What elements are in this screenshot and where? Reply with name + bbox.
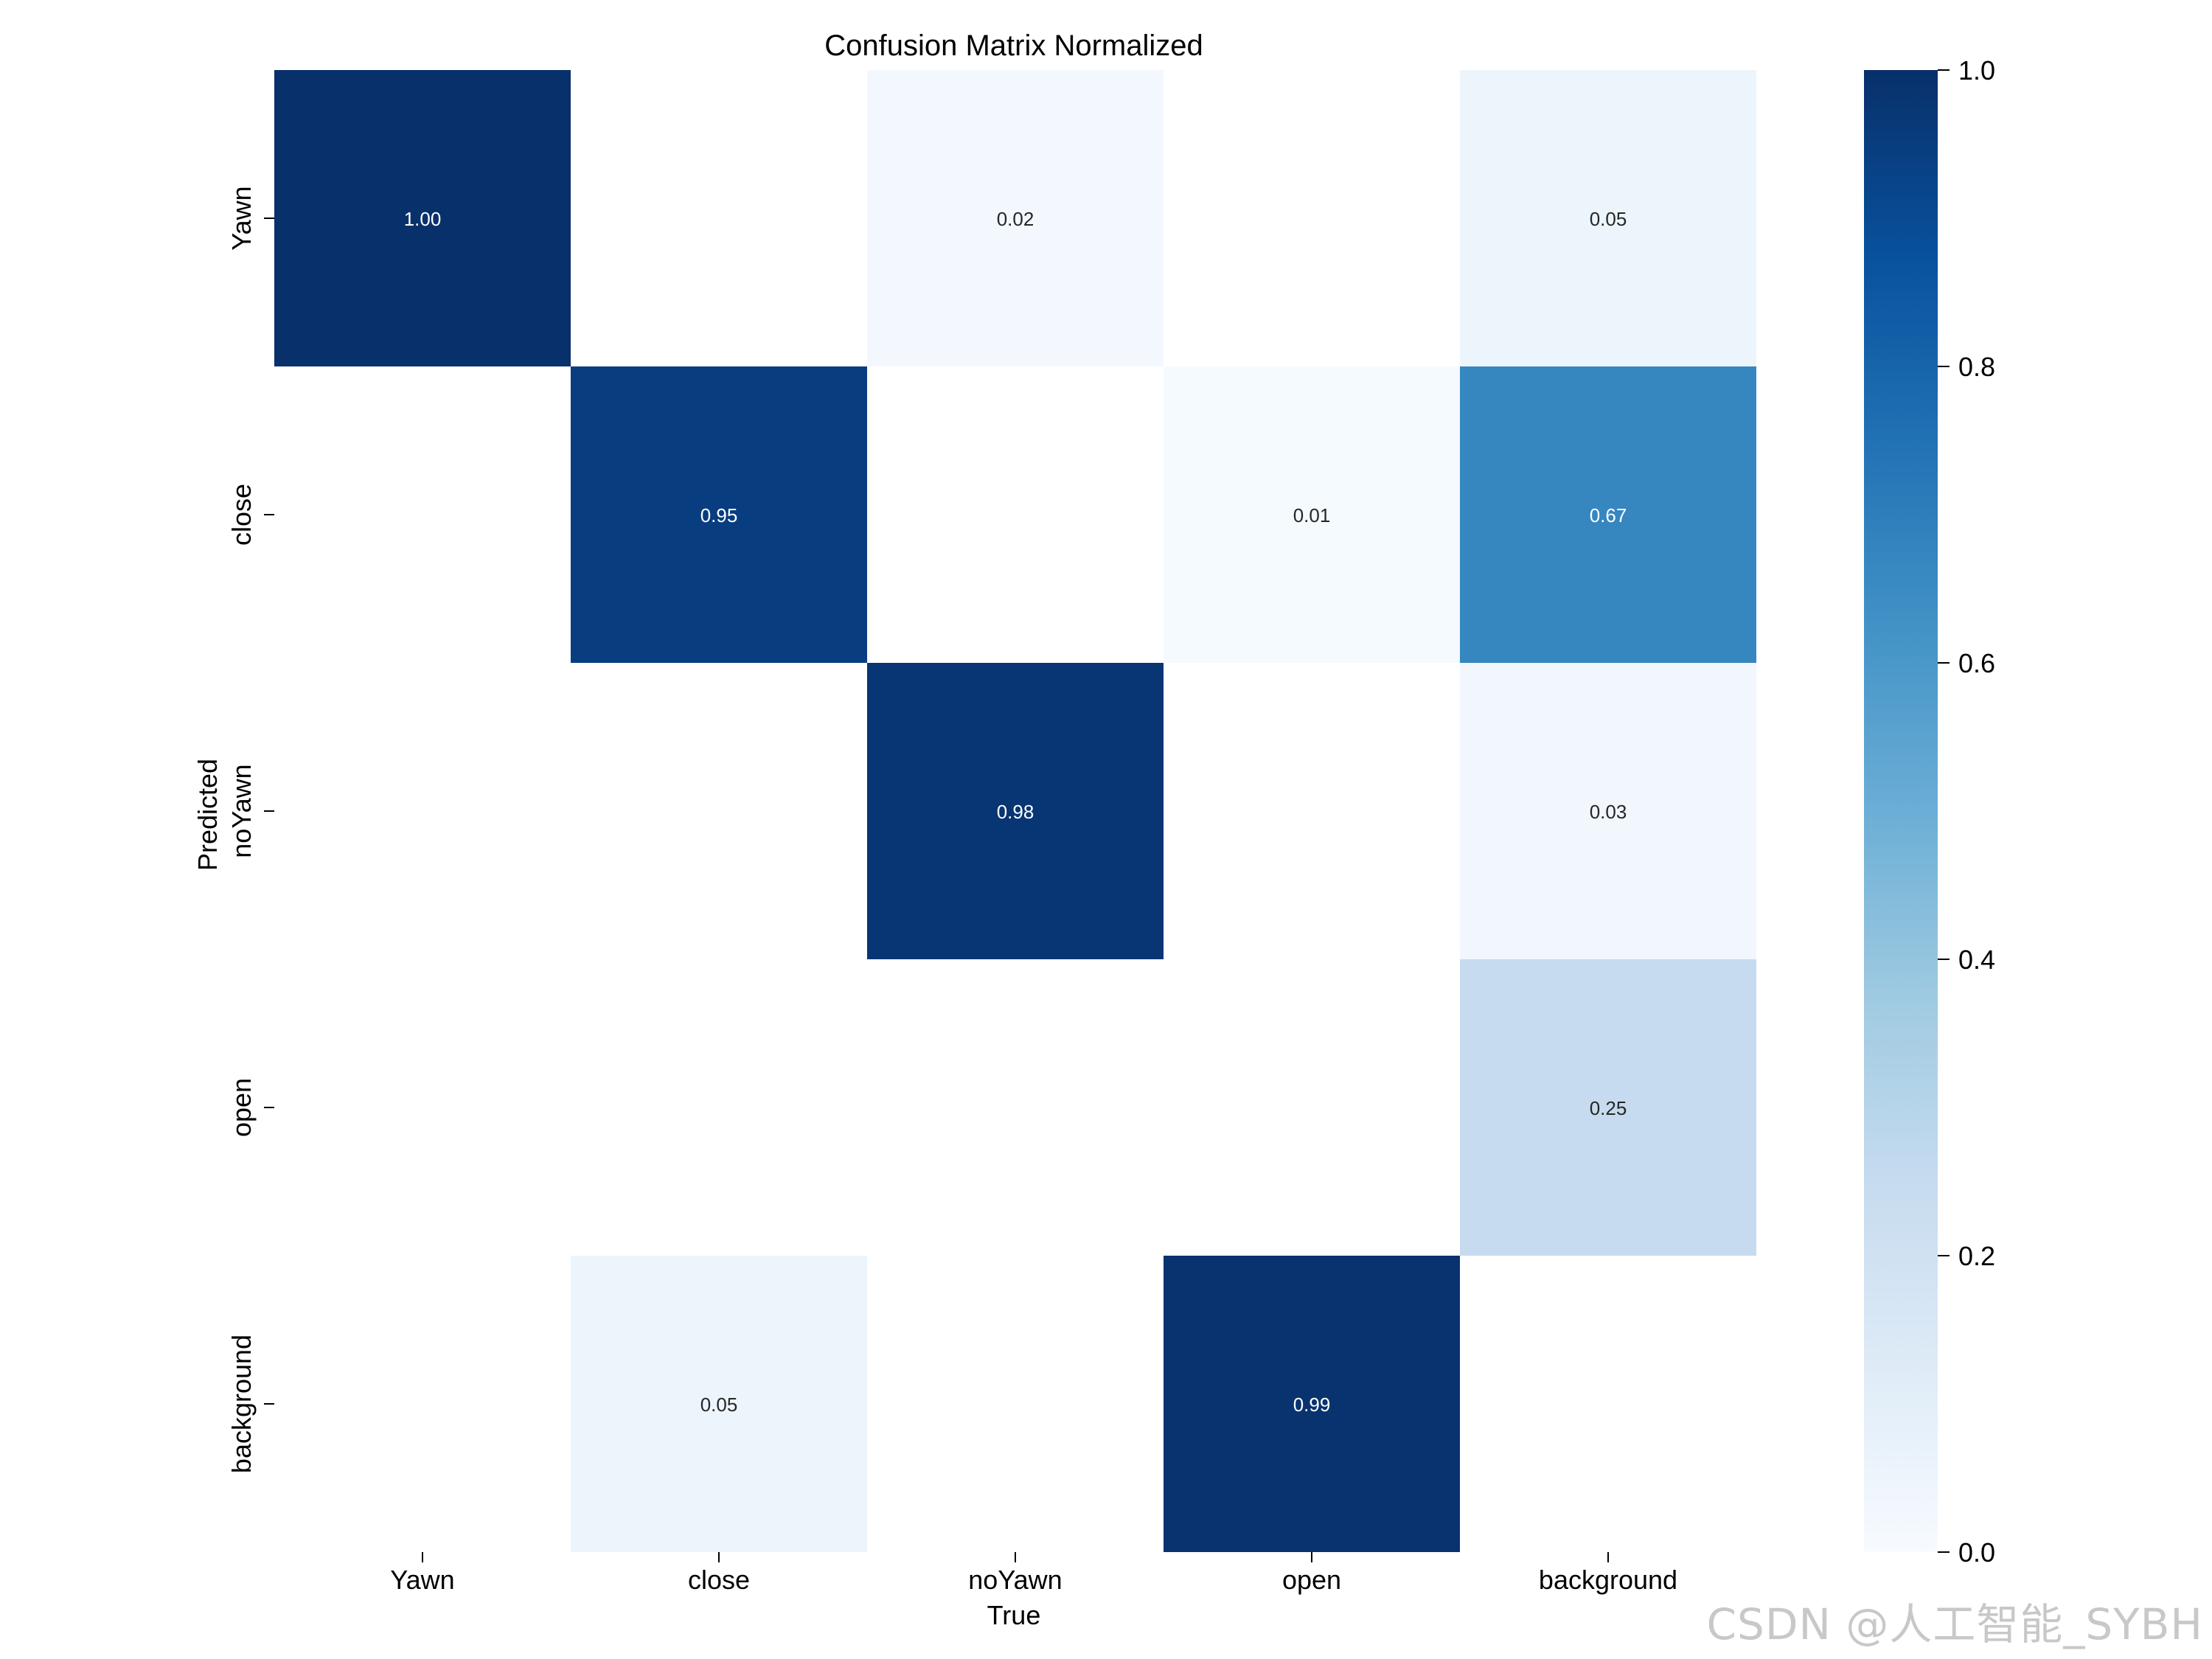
y-tick-label: noYawn [226,764,257,858]
x-tick-label: close [688,1565,750,1595]
heatmap-cell [1460,366,1756,663]
cell-value-label: 0.01 [1293,504,1331,526]
heatmap-cell [571,1256,867,1552]
watermark-text: CSDN @人工智能_SYBH [1706,1599,2203,1649]
cell-value-label: 0.02 [997,208,1034,230]
colorbar-tick-label: 0.8 [1958,352,1995,382]
colorbar [1864,70,1938,1552]
x-axis-ticks: Yawn close noYawn open background [390,1552,1677,1595]
x-tick-label: open [1282,1565,1341,1595]
cell-value-label: 0.99 [1293,1394,1331,1416]
colorbar-ticks: 0.0 0.2 0.4 0.6 0.8 1.0 [1938,55,1995,1568]
heatmap-cell [1164,1256,1460,1552]
cell-value-label: 1.00 [404,208,442,230]
heatmap-cell [1164,366,1460,663]
x-tick-label: noYawn [968,1565,1062,1595]
heatmap-cell [1460,959,1756,1256]
cell-value-label: 0.67 [1590,504,1627,526]
colorbar-tick-label: 1.0 [1958,55,1995,86]
chart-title: Confusion Matrix Normalized [824,29,1203,62]
heatmap-cell [274,70,571,366]
cell-value-label: 0.03 [1590,801,1627,823]
colorbar-tick-label: 0.6 [1958,648,1995,678]
x-tick-label: background [1539,1565,1677,1595]
heatmap-cell-labels: 1.00 0.02 0.05 0.95 0.01 0.67 0.98 0.03 0.25 0.05… [404,208,1627,1416]
y-axis-ticks: Yawn close noYawn open background [226,186,274,1473]
cell-value-label: 0.98 [997,801,1034,823]
cell-value-label: 0.25 [1590,1097,1627,1119]
colorbar-tick-label: 0.2 [1958,1241,1995,1271]
y-tick-label: open [226,1078,257,1137]
y-tick-label: Yawn [226,186,257,250]
cell-value-label: 0.05 [700,1394,738,1416]
x-tick-label: Yawn [390,1565,454,1595]
heatmap-cell [867,70,1164,366]
y-axis-label: Predicted [192,759,223,871]
heatmap-cell [571,366,867,663]
heatmap-cell [867,663,1164,959]
colorbar-tick-label: 0.4 [1958,945,1995,975]
heatmap-cells [274,70,1756,1552]
heatmap-cell [1460,663,1756,959]
cell-value-label: 0.95 [700,504,738,526]
cell-value-label: 0.05 [1590,208,1627,230]
heatmap-cell [1460,70,1756,366]
colorbar-tick-label: 0.0 [1958,1537,1995,1568]
y-tick-label: close [226,484,257,546]
x-axis-label: True [987,1600,1041,1630]
y-tick-label: background [226,1335,257,1473]
